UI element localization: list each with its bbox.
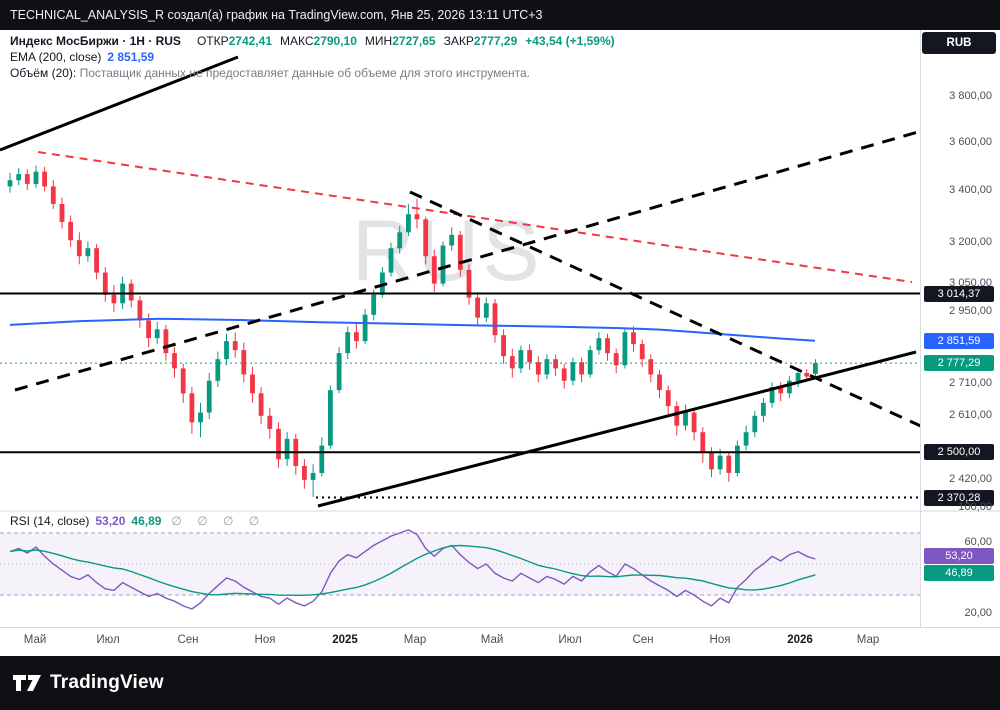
time-axis-label: 2025 <box>332 634 358 646</box>
ema-value: 2 851,59 <box>107 50 155 64</box>
time-axis[interactable]: Май Июл Сен Ноя 2025 Мар Май Июл Сен Ноя 2026 Мар <box>0 628 1000 656</box>
snapshot-title: TECHNICAL_ANALYSIS_R создал(а) график на… <box>10 8 543 22</box>
price-axis-label: 2 710,00 <box>949 376 992 389</box>
price-badge: 3 014,37 <box>924 285 994 302</box>
price-axis-label: 3 400,00 <box>949 184 992 197</box>
time-axis-label: Ноя <box>254 634 276 646</box>
time-axis-label: 2026 <box>787 634 813 646</box>
volume-message: Поставщик данных не предоставляет данные… <box>79 66 531 80</box>
rsi-badge: 53,20 <box>924 548 994 564</box>
price-axis-label: 2 610,00 <box>949 408 992 421</box>
high-value: 2790,10 <box>313 34 357 48</box>
price-axis-label: 3 800,00 <box>949 90 992 102</box>
time-axis-label: Май <box>23 634 47 646</box>
price-axis-label: 2 950,00 <box>949 304 992 317</box>
rsi-axis-label: 100,00 <box>958 501 992 513</box>
bottom-bar: TradingView <box>0 656 1000 710</box>
rsi-axis-label: 60,00 <box>964 536 992 548</box>
price-axis-label: 3 200,00 <box>949 235 992 248</box>
low-label: МИН <box>364 34 393 48</box>
rsi-label[interactable]: RSI (14, close) <box>10 514 90 528</box>
price-axis-label: 2 420,00 <box>949 472 992 485</box>
rsi-badge: 46,89 <box>924 565 994 581</box>
volume-label[interactable]: Объём (20): <box>10 66 77 80</box>
time-axis-label: Сен <box>632 634 654 646</box>
top-bar: TECHNICAL_ANALYSIS_R создал(а) график на… <box>0 0 1000 30</box>
ema-legend-row[interactable]: EMA (200, close) 2 851,59 <box>10 49 615 65</box>
open-label: ОТКР <box>196 34 229 48</box>
rsi-legend[interactable]: RSI (14, close) 53,20 46,89 ∅ ∅ ∅ ∅ <box>10 514 265 528</box>
currency-button[interactable]: RUB <box>922 32 996 54</box>
close-label: ЗАКР <box>443 34 474 48</box>
price-badge: 2 851,59 <box>924 332 994 349</box>
time-axis-label: Июл <box>558 634 582 646</box>
time-axis-label: Мар <box>856 634 880 646</box>
high-label: МАКС <box>280 34 314 48</box>
rsi-value: 53,20 <box>95 514 126 528</box>
tradingview-brand-text: TradingView <box>50 672 164 693</box>
time-axis-label: Ноя <box>709 634 731 646</box>
ema-label[interactable]: EMA (200, close) <box>10 50 102 64</box>
low-value: 2727,65 <box>392 34 436 48</box>
close-value: 2777,29 <box>473 34 518 48</box>
time-axis-label: Мар <box>403 634 427 646</box>
tradingview-brand[interactable]: TradingView <box>12 672 164 694</box>
symbol-legend-row[interactable]: Индекс МосБиржи · 1Н · RUS ОТКР2742,41 МАК… <box>10 33 615 49</box>
symbol-title[interactable]: Индекс МосБиржи · 1Н · RUS <box>10 34 181 48</box>
price-axis[interactable]: RUB 3 800,00 3 600,00 3 400,00 3 200,00 3 05… <box>920 30 1000 628</box>
volume-legend-row[interactable]: Объём (20): Поставщик данных не предоста… <box>10 65 615 81</box>
open-value: 2742,41 <box>228 34 272 48</box>
rsi-ma-value: 46,89 <box>131 514 162 528</box>
price-badge: 2 777,29 <box>924 355 994 372</box>
time-axis-label: Май <box>480 634 504 646</box>
chart-legend: Индекс МосБиржи · 1Н · RUS ОТКР2742,41 МАК… <box>10 33 615 81</box>
time-axis-label: Июл <box>96 634 120 646</box>
tradingview-logo-icon <box>13 675 41 691</box>
rsi-axis-label: 20,00 <box>964 607 992 619</box>
price-badge: 2 500,00 <box>924 444 994 461</box>
rsi-empty-set-icons: ∅ ∅ ∅ ∅ <box>171 514 266 528</box>
time-axis-label: Сен <box>177 634 199 646</box>
price-axis-label: 3 600,00 <box>949 135 992 148</box>
change-value: +43,54 (+1,59%) <box>525 34 615 48</box>
price-badge: 2 370,28 <box>924 489 994 506</box>
